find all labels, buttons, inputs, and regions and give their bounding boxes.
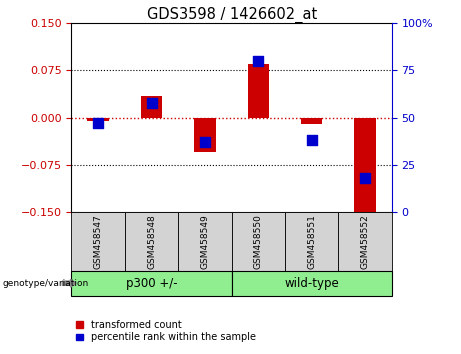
Point xyxy=(254,58,262,64)
Text: GSM458549: GSM458549 xyxy=(201,214,209,269)
Text: GSM458551: GSM458551 xyxy=(307,214,316,269)
Text: genotype/variation: genotype/variation xyxy=(2,279,89,288)
Bar xyxy=(88,118,109,121)
Point xyxy=(361,176,369,181)
Legend: transformed count, percentile rank within the sample: transformed count, percentile rank withi… xyxy=(77,320,256,342)
Text: p300 +/-: p300 +/- xyxy=(126,277,177,290)
Bar xyxy=(194,118,216,153)
Bar xyxy=(71,271,231,296)
Bar xyxy=(248,64,269,118)
Text: GSM458548: GSM458548 xyxy=(147,214,156,269)
Title: GDS3598 / 1426602_at: GDS3598 / 1426602_at xyxy=(147,7,317,23)
Text: GSM458550: GSM458550 xyxy=(254,214,263,269)
Text: GSM458547: GSM458547 xyxy=(94,214,103,269)
Point xyxy=(95,121,102,126)
Point xyxy=(308,138,315,143)
Bar xyxy=(125,212,178,271)
Bar xyxy=(71,212,125,271)
Bar xyxy=(141,96,162,118)
Bar xyxy=(231,212,285,271)
Bar xyxy=(301,118,322,124)
Text: wild-type: wild-type xyxy=(284,277,339,290)
Bar xyxy=(231,271,392,296)
Bar xyxy=(285,212,338,271)
Bar xyxy=(338,212,392,271)
Bar xyxy=(355,118,376,216)
Text: GSM458552: GSM458552 xyxy=(361,214,370,269)
Point xyxy=(201,139,209,145)
Bar xyxy=(178,212,231,271)
Point xyxy=(148,100,155,105)
